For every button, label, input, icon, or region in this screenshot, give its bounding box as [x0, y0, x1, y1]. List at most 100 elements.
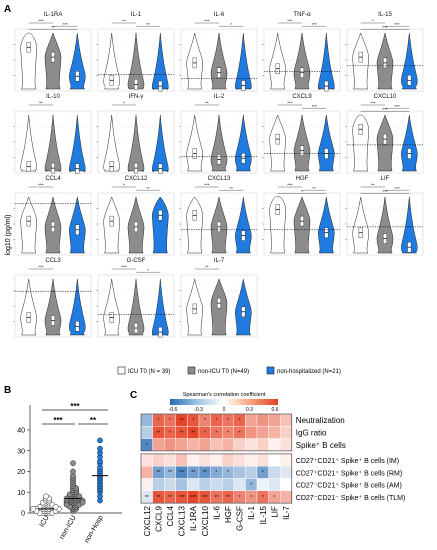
heatmap-frame-top: [140, 413, 293, 452]
heatmap-row-label: Neutralization: [296, 416, 345, 425]
violin-icu-t0-n-39: [20, 32, 37, 90]
heatmap-star: *: [250, 495, 252, 501]
sig-label: **: [122, 19, 126, 24]
sig-label: ***: [287, 19, 293, 24]
violin-title-il-6: IL-6: [214, 12, 225, 18]
violin-panel-il-6: IL-6****: [179, 12, 258, 92]
violin-title-cxcl9: CXCL9: [292, 94, 312, 100]
heatmap-star: *: [227, 470, 229, 476]
heatmap-cell: [198, 478, 211, 492]
panel-b-point-non-icu: [63, 501, 70, 508]
heatmap-cell: [163, 478, 176, 492]
heatmap-star: **: [203, 470, 207, 476]
heatmap-cell: [140, 453, 153, 467]
sig-label: *: [372, 19, 374, 24]
heatmap-col-label: LIF: [270, 506, 279, 518]
violin-title-lif: LIF: [381, 176, 390, 182]
heatmap-col-label: IL-15: [259, 506, 268, 525]
colorbar-title: Spearman's correlation coefficient: [183, 392, 266, 398]
panel-b-point-non-icu: [70, 460, 76, 467]
heatmap-col-label: G-CSF: [236, 506, 245, 531]
sig-label: ***: [38, 183, 44, 188]
sig-label: ***: [204, 19, 210, 24]
heatmap-star: *: [239, 495, 241, 501]
violin-title-g-csf: G-CSF: [127, 258, 146, 264]
heatmap-row-label: CD27⁺CD21⁺ Spike⁺ B cells (IM): [296, 458, 399, 465]
sig-label: *: [123, 101, 125, 106]
heatmap-frame-bottom: [140, 453, 293, 504]
heatmap-star: **: [168, 495, 172, 501]
heatmap-cell: [245, 413, 258, 427]
violin-panel-cxcl10: CXCL10*********: [345, 94, 424, 174]
heatmap-cell: [256, 453, 269, 467]
heatmap-star: **: [214, 495, 218, 501]
heatmap-cell: [280, 453, 293, 467]
heatmap-cell: [280, 490, 293, 504]
violin-title-il-10: IL-10: [46, 94, 60, 100]
heatmap-cell: [268, 453, 281, 467]
violin-non-hospitalized-n-21: [401, 196, 418, 254]
violin-non-hospitalized-n-21: [69, 32, 86, 90]
heatmap-cell: [245, 438, 258, 452]
heatmap-star: *: [215, 430, 217, 436]
panel-b-point-non-icu: [79, 499, 86, 506]
violin-icu-t0-n-39: [20, 278, 37, 336]
violin-panel-tnf: TNF-α*** ***: [262, 12, 341, 92]
violin-panel-il-1: IL-1 ** **: [96, 12, 175, 92]
legend-label-nonicu: non-ICU T0 (N=49): [198, 369, 249, 375]
heatmap-cell: [163, 438, 176, 452]
heatmap-star: *: [215, 470, 217, 476]
heatmap-cell: [268, 413, 281, 427]
colorbar-tick: 0: [223, 407, 226, 413]
heatmap-cell: [256, 426, 269, 439]
heatmap-cell: [198, 453, 211, 467]
violin-non-icu-t0-n-49: [44, 278, 62, 336]
panel-b-point-non-icu: [76, 493, 83, 500]
panel-a-label: A: [4, 4, 11, 15]
violin-panel-il-7: IL-7 **: [179, 258, 258, 338]
heatmap-cell: [268, 466, 281, 479]
heatmap-cell: [268, 426, 281, 439]
heatmap-star: *: [227, 418, 229, 424]
heatmap-star: *: [146, 443, 148, 449]
heatmap-cell: [256, 438, 269, 452]
colorbar-tick: -0.6: [169, 407, 178, 413]
panel-b-ytick-label: 20: [17, 469, 25, 476]
heatmap-cell: [233, 466, 246, 479]
heatmap-star: *: [215, 418, 217, 424]
violin-non-icu-t0-n-49: [127, 278, 145, 336]
sig-label: ***: [395, 186, 401, 191]
heatmap-col-label: CXCL13: [178, 506, 187, 537]
heatmap-star: ***: [202, 495, 208, 501]
panel-a-violins: IL-1RA********IL-1****IL-6****TNF-α*****…: [13, 12, 424, 338]
heatmap-cell: [280, 478, 293, 492]
violin-title-il-1ra: IL-1RA: [44, 12, 63, 18]
heatmap-star: *: [262, 495, 264, 501]
heatmap-cell: [140, 466, 153, 479]
heatmap-star: **: [156, 470, 160, 476]
heatmap-col-label: IL-1: [247, 506, 256, 520]
heatmap-cell: [175, 453, 188, 467]
heatmap-star: *: [239, 418, 241, 424]
violin-panel-hgf: HGF******: [262, 176, 341, 256]
violin-non-icu-t0-n-49: [210, 32, 228, 90]
heatmap-col-label: CXCL12: [143, 506, 152, 537]
heatmap-star: *: [169, 418, 171, 424]
heatmap-cell: [280, 426, 293, 439]
panel-b-point-non-hosp: [97, 437, 103, 444]
heatmap-col-label: IL-1RA: [189, 505, 198, 531]
violin-non-hospitalized-n-21: [318, 114, 335, 172]
colorbar-tick: 0.6: [272, 407, 279, 413]
colorbar-tick: 0.3: [246, 407, 253, 413]
violin-panel-cxcl9: CXCL9*** ***: [262, 94, 341, 174]
heatmap-row-label: IgG ratio: [296, 428, 327, 437]
heatmap-cell: [280, 413, 293, 427]
violin-title-il-1: IL-1: [131, 12, 142, 18]
sig-label: ***: [382, 189, 388, 194]
violin-panel-il-15: IL-15*******: [345, 12, 424, 92]
heatmap-star: **: [168, 470, 172, 476]
violin-panel-g-csf: G-CSF****: [96, 258, 175, 338]
sig-label: ***: [204, 183, 210, 188]
violin-non-hospitalized-n-21: [318, 196, 335, 254]
